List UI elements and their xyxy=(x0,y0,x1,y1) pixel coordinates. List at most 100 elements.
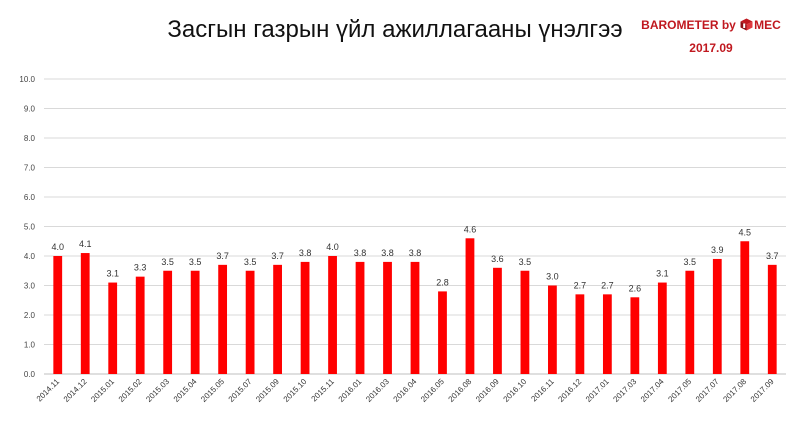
bar xyxy=(190,270,200,374)
data-label: 4.0 xyxy=(51,242,64,252)
x-tick-label: 2015.02 xyxy=(117,377,144,404)
y-tick-label: 6.0 xyxy=(24,193,36,202)
data-label: 3.5 xyxy=(244,257,257,267)
y-tick-label: 2.0 xyxy=(24,311,36,320)
y-tick-label: 7.0 xyxy=(24,164,36,173)
y-tick-label: 8.0 xyxy=(24,134,36,143)
bar xyxy=(493,267,502,374)
x-tick-label: 2015.04 xyxy=(172,377,199,404)
data-label: 3.7 xyxy=(766,251,779,261)
bar xyxy=(355,261,365,374)
x-tick-label: 2017.09 xyxy=(749,377,776,404)
data-label: 3.8 xyxy=(381,248,394,258)
x-tick-label: 2017.05 xyxy=(666,377,693,404)
y-tick-label: 1.0 xyxy=(24,341,36,350)
data-label: 3.8 xyxy=(354,248,367,258)
bar xyxy=(273,264,282,374)
bar xyxy=(438,291,447,374)
y-tick-label: 5.0 xyxy=(24,223,36,232)
x-tick-label: 2015.10 xyxy=(282,377,309,404)
bar xyxy=(548,285,557,374)
bar xyxy=(465,238,475,374)
data-label: 3.1 xyxy=(106,269,119,279)
bar xyxy=(383,261,392,374)
data-label: 2.6 xyxy=(629,283,642,293)
x-tick-label: 2016.08 xyxy=(447,377,474,404)
y-tick-label: 0.0 xyxy=(24,370,36,379)
bar xyxy=(767,264,777,374)
bar xyxy=(80,253,90,374)
data-label: 2.7 xyxy=(574,280,587,290)
x-tick-label: 2016.12 xyxy=(556,377,583,404)
bar xyxy=(685,270,695,374)
x-tick-label: 2015.09 xyxy=(254,377,281,404)
data-labels: 4.0 4.1 3.1 3.3 3.5 3.5 3.7 3.5 3.7 3.8 4.0 3.8 3.8 3… xyxy=(51,224,778,293)
data-label: 3.1 xyxy=(656,269,669,279)
bar xyxy=(300,261,310,374)
y-tick-label: 3.0 xyxy=(24,282,36,291)
x-tick-label: 2015.03 xyxy=(144,377,171,404)
x-tick-label: 2014.12 xyxy=(62,377,89,404)
x-tick-label: 2016.10 xyxy=(502,377,529,404)
bar xyxy=(163,270,173,374)
bar xyxy=(108,282,118,374)
x-tick-label: 2016.01 xyxy=(337,377,364,404)
bar xyxy=(712,258,722,374)
bar xyxy=(657,282,667,374)
data-label: 2.8 xyxy=(436,277,449,287)
x-tick-label: 2015.01 xyxy=(89,377,116,404)
y-tick-label: 10.0 xyxy=(19,75,35,84)
bar xyxy=(520,270,530,374)
x-tick-label: 2016.03 xyxy=(364,377,391,404)
data-label: 3.0 xyxy=(546,272,559,282)
data-label: 4.5 xyxy=(739,227,752,237)
data-label: 3.3 xyxy=(134,263,147,273)
mec-cube-logo-icon xyxy=(740,18,753,31)
data-label: 3.6 xyxy=(491,254,504,264)
x-tick-label: 2017.04 xyxy=(639,377,666,404)
data-label: 3.5 xyxy=(519,257,532,267)
x-tick-label: 2014.11 xyxy=(35,377,62,404)
x-tick-label: 2017.03 xyxy=(611,377,638,404)
y-axis-tick-labels: 0.0 1.0 2.0 3.0 4.0 5.0 6.0 7.0 8.0 9.0 10.0 xyxy=(19,75,35,379)
bar xyxy=(740,241,750,374)
data-label: 3.9 xyxy=(711,245,724,255)
bar xyxy=(602,294,612,374)
x-tick-label: 2015.07 xyxy=(227,377,254,404)
data-label: 3.7 xyxy=(271,251,284,261)
bar xyxy=(53,256,63,374)
brand-period: 2017.09 xyxy=(689,41,733,55)
data-label: 3.5 xyxy=(684,257,697,267)
brand-block: BAROMETER by MEC 2017.09 xyxy=(636,18,786,55)
data-label: 4.0 xyxy=(326,242,339,252)
bar xyxy=(630,297,640,374)
brand-name: BAROMETER by MEC xyxy=(636,18,786,32)
brand-name-suffix: MEC xyxy=(754,18,781,32)
x-tick-label: 2017.08 xyxy=(721,377,748,404)
data-label: 3.8 xyxy=(409,248,422,258)
data-label: 4.6 xyxy=(464,224,477,234)
data-label: 3.5 xyxy=(161,257,174,267)
bar xyxy=(328,256,337,374)
bar xyxy=(410,261,420,374)
x-tick-label: 2016.04 xyxy=(392,377,419,404)
x-tick-label: 2017.07 xyxy=(694,377,721,404)
x-tick-label: 2016.05 xyxy=(419,377,446,404)
x-tick-label: 2016.09 xyxy=(474,377,501,404)
y-tick-label: 4.0 xyxy=(24,252,36,261)
x-axis-tick-labels: 2014.11 2014.12 2015.01 2015.02 2015.03 2015.… xyxy=(35,377,776,404)
x-tick-label: 2015.11 xyxy=(310,377,337,404)
x-tick-label: 2016.11 xyxy=(529,377,556,404)
brand-name-prefix: BAROMETER by xyxy=(641,18,736,32)
x-tick-label: 2015.05 xyxy=(199,377,226,404)
bar xyxy=(575,294,585,374)
data-label: 2.7 xyxy=(601,280,614,290)
data-label: 3.8 xyxy=(299,248,312,258)
bar xyxy=(135,276,145,374)
data-label: 4.1 xyxy=(79,239,92,249)
data-label: 3.7 xyxy=(216,251,229,261)
chart-title: Засгын газрын үйл ажиллагааны үнэлгээ xyxy=(167,16,623,43)
x-tick-label: 2017.01 xyxy=(584,377,611,404)
data-label: 3.5 xyxy=(189,257,202,267)
bars xyxy=(53,238,777,374)
